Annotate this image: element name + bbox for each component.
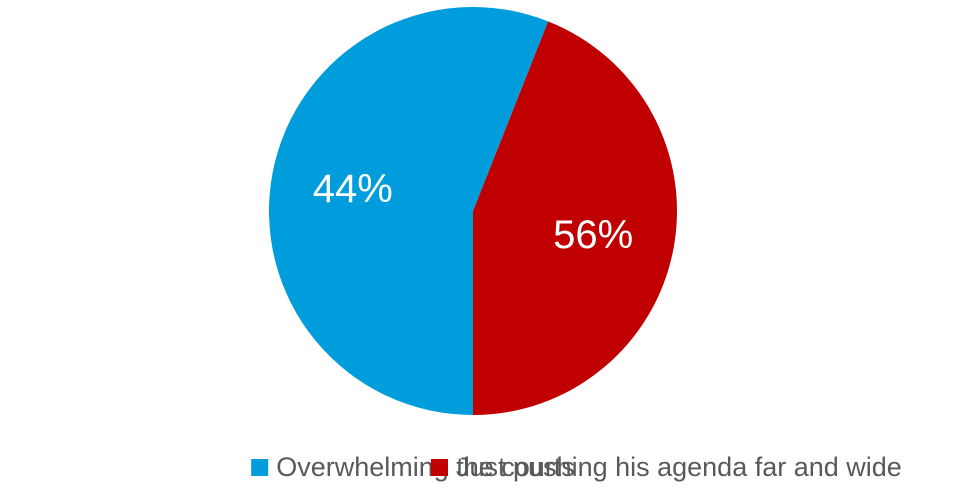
pie-slice-overwhelming-the-courts bbox=[268, 6, 549, 416]
pie-slice-just-pushing-his-agenda bbox=[473, 21, 677, 416]
legend-swatch-red bbox=[431, 459, 448, 476]
legend: Overwhelming the courts Just pushing his… bbox=[0, 452, 966, 482]
legend-item-just-pushing-his-agenda: Just pushing his agenda far and wide bbox=[431, 452, 902, 483]
legend-item-overwhelming-the-courts: Overwhelming the courts bbox=[251, 452, 575, 483]
data-label-just-pushing-his-agenda: 56% bbox=[553, 213, 633, 257]
legend-label: Just pushing his agenda far and wide bbox=[456, 452, 902, 482]
legend-swatch-blue bbox=[251, 459, 269, 476]
pie-chart: 44% 56% bbox=[268, 6, 677, 416]
data-label-overwhelming-the-courts: 44% bbox=[313, 167, 393, 211]
legend-label: Overwhelming the courts bbox=[276, 452, 575, 482]
